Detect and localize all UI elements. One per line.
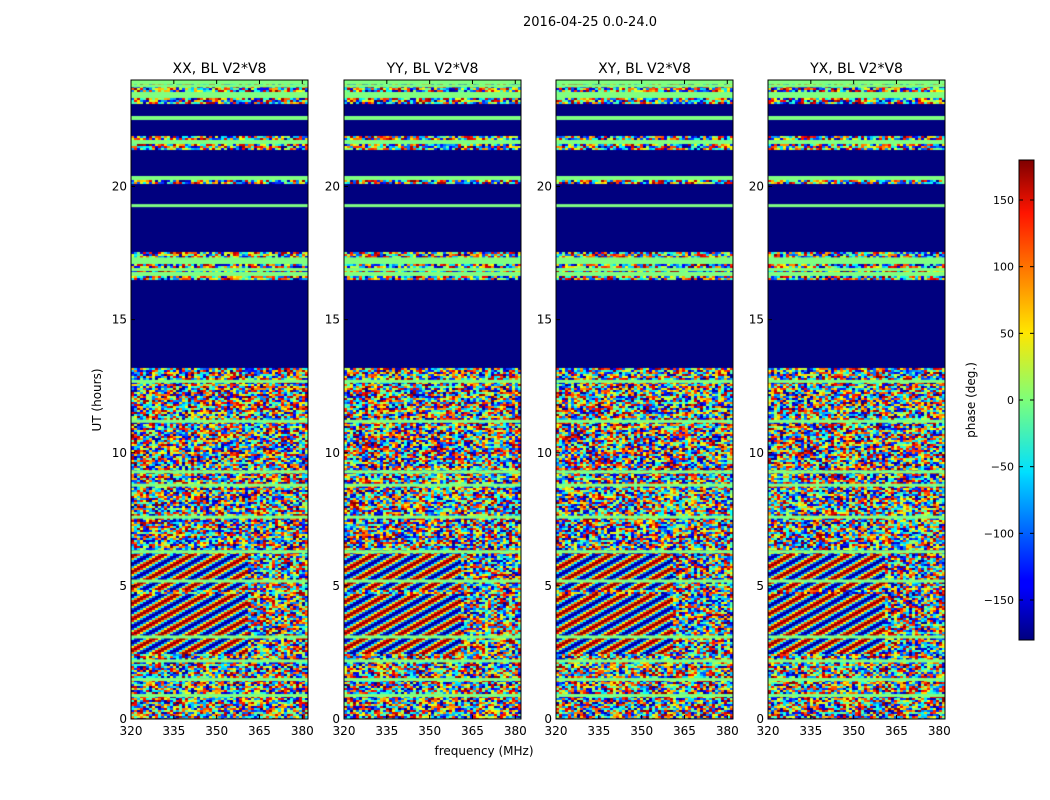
- x-tick-label: 335: [162, 724, 185, 738]
- panel-2: YY, BL V2*V8 320 335 350 365 380 0 5 10 15 20: [325, 61, 527, 738]
- y-tick-label: 10: [749, 446, 764, 460]
- x-tick-label: 335: [799, 724, 822, 738]
- x-tick-label: 335: [587, 724, 610, 738]
- y-tick-label: 15: [325, 313, 340, 327]
- y-tick-label: 5: [119, 579, 127, 593]
- y-tick-label: 10: [325, 446, 340, 460]
- y-tick-label: 20: [325, 180, 340, 194]
- y-tick-label: 15: [537, 313, 552, 327]
- panel-1: XX, BL V2*V8 320 335 350 365 380 0 5 10 15 20: [112, 61, 314, 738]
- x-tick-label: 320: [757, 724, 780, 738]
- x-tick-label: 320: [545, 724, 568, 738]
- panel-4: YX, BL V2*V8 320 335 350 365 380 0 5 10 15 20: [749, 61, 951, 738]
- panel-title: XY, BL V2*V8: [598, 61, 691, 77]
- y-tick-label: 0: [332, 712, 340, 726]
- x-tick-label: 320: [120, 724, 143, 738]
- panel-frame: [767, 79, 946, 720]
- panel-frame: [130, 79, 309, 720]
- colorbar-tick-label: −150: [984, 594, 1014, 607]
- colorbar-tick-label: −50: [991, 461, 1014, 474]
- panel-3: XY, BL V2*V8 320 335 350 365 380 0 5 10 15 20: [537, 61, 739, 738]
- y-tick-label: 0: [756, 712, 764, 726]
- x-tick-label: 380: [716, 724, 739, 738]
- x-tick-label: 380: [504, 724, 527, 738]
- figure-suptitle: 2016-04-25 0.0-24.0: [523, 15, 657, 30]
- y-axis-label: UT (hours): [90, 368, 104, 431]
- heatmap-image: [131, 80, 308, 719]
- panel-title: XX, BL V2*V8: [173, 61, 267, 77]
- panel-frame: [343, 79, 522, 720]
- panel-title: YX, BL V2*V8: [809, 61, 903, 77]
- x-tick-label: 365: [673, 724, 696, 738]
- heatmap-image: [556, 80, 733, 719]
- x-tick-label: 365: [885, 724, 908, 738]
- y-tick-label: 0: [544, 712, 552, 726]
- y-tick-label: 20: [112, 180, 127, 194]
- x-axis-label: frequency (MHz): [434, 744, 533, 758]
- heatmap-image: [768, 80, 945, 719]
- x-tick-label: 365: [461, 724, 484, 738]
- y-tick-label: 10: [537, 446, 552, 460]
- colorbar-tick-label: 100: [993, 261, 1014, 274]
- y-tick-label: 5: [332, 579, 340, 593]
- y-tick-label: 0: [119, 712, 127, 726]
- x-tick-label: 350: [418, 724, 441, 738]
- colorbar-tick-label: 0: [1007, 394, 1014, 407]
- x-tick-label: 380: [928, 724, 951, 738]
- colorbar-tick-label: 50: [1000, 327, 1014, 340]
- colorbar: phase (deg.) −150 −100 −50 0 50 100 150: [964, 159, 1035, 641]
- y-tick-label: 20: [537, 180, 552, 194]
- heatmap-image: [344, 80, 521, 719]
- x-tick-label: 335: [375, 724, 398, 738]
- colorbar-tick-label: −100: [984, 527, 1014, 540]
- y-tick-label: 5: [756, 579, 764, 593]
- y-tick-label: 10: [112, 446, 127, 460]
- y-tick-label: 20: [749, 180, 764, 194]
- x-tick-label: 350: [205, 724, 228, 738]
- colorbar-tick-label: 150: [993, 194, 1014, 207]
- y-tick-label: 15: [112, 313, 127, 327]
- colorbar-label: phase (deg.): [964, 362, 978, 438]
- panel-title: YY, BL V2*V8: [386, 61, 479, 77]
- panel-frame: [555, 79, 734, 720]
- x-tick-label: 320: [333, 724, 356, 738]
- y-tick-label: 15: [749, 313, 764, 327]
- x-tick-label: 380: [291, 724, 314, 738]
- y-tick-label: 5: [544, 579, 552, 593]
- x-tick-label: 350: [630, 724, 653, 738]
- x-tick-label: 365: [248, 724, 271, 738]
- x-tick-label: 350: [842, 724, 865, 738]
